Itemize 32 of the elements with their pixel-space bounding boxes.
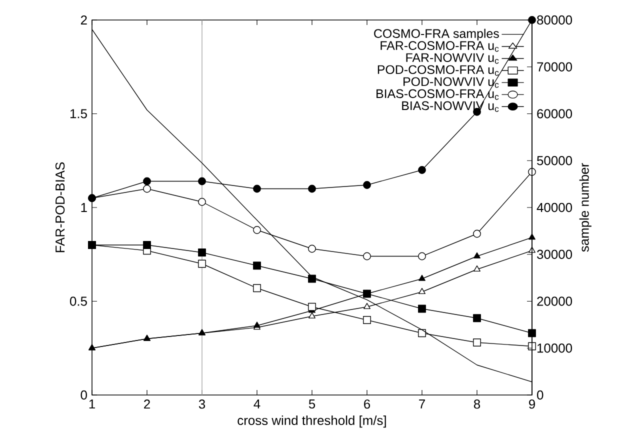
y-tick-label: 1 [81, 203, 87, 212]
x-axis-title: cross wind threshold [m/s] [238, 416, 386, 428]
x-tick-label: 8 [474, 400, 480, 409]
y2-tick-label: 60000 [537, 109, 572, 118]
legend-label: POD-COSMO-FRA u$_{c}$ [378, 65, 499, 76]
y2-tick-label: 20000 [537, 296, 572, 306]
x-tick-label: 5 [308, 400, 316, 409]
y-tick-label: 2 [80, 15, 87, 25]
x-tick-label: 3 [198, 400, 206, 409]
x-tick-label: 9 [529, 400, 535, 409]
x-tick-label: 1 [89, 400, 95, 408]
x-tick-label: 7 [419, 400, 425, 408]
legend-label: FAR-COSMO-FRA u$_{c}$ [380, 41, 499, 52]
legend-label: COSMO-FRA samples [374, 28, 499, 40]
y2-tick-label: 50000 [537, 156, 572, 166]
y-tick-label: 0 [80, 390, 87, 400]
y2-tick-label: 10000 [537, 344, 572, 353]
x-tick-label: 4 [254, 400, 260, 408]
y2-axis-title: sample number [579, 163, 592, 252]
y2-tick-label: 0 [537, 390, 544, 400]
legend-label: FAR-NOWVIV u$_{c}$ [406, 53, 499, 64]
x-tick-label: 6 [364, 400, 370, 409]
y2-tick-label: 70000 [537, 62, 572, 72]
y2-tick-label: 40000 [536, 202, 572, 212]
y-axis-title: FAR-POD-BIAS [55, 162, 65, 252]
y2-tick-label: 80000 [537, 15, 572, 25]
y2-tick-label: 30000 [537, 250, 572, 259]
legend-label: BIAS-COSMO-FRA u$_{c}$ [376, 89, 499, 100]
x-tick-label: 2 [144, 400, 150, 409]
y-tick-label: 1.5 [70, 109, 87, 118]
legend-label: POD-NOWVIV u$_{c}$ [404, 77, 499, 88]
y-tick-label: 0.5 [70, 296, 87, 306]
